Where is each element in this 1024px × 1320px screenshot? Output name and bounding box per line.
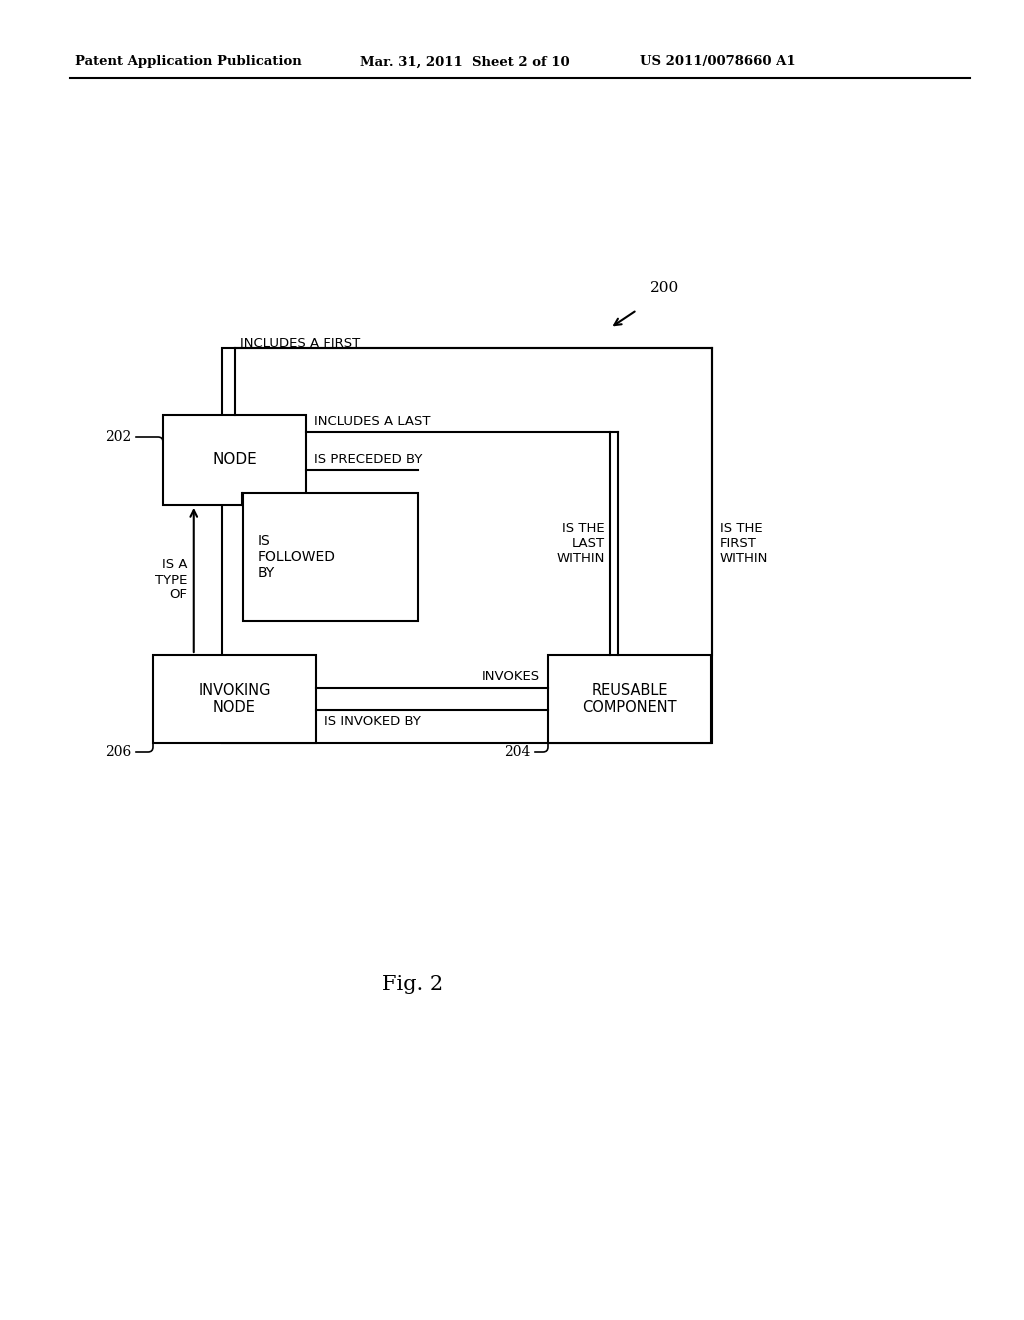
- Text: REUSABLE
COMPONENT: REUSABLE COMPONENT: [583, 682, 677, 715]
- Text: 200: 200: [650, 281, 679, 294]
- Text: US 2011/0078660 A1: US 2011/0078660 A1: [640, 55, 796, 69]
- Text: IS A
TYPE
OF: IS A TYPE OF: [156, 558, 187, 602]
- Bar: [548, 655, 711, 743]
- Text: IS THE
FIRST
WITHIN: IS THE FIRST WITHIN: [720, 521, 768, 565]
- Bar: [222, 348, 712, 743]
- Bar: [153, 655, 316, 743]
- Text: 202: 202: [105, 430, 131, 444]
- Text: Mar. 31, 2011  Sheet 2 of 10: Mar. 31, 2011 Sheet 2 of 10: [360, 55, 569, 69]
- Text: IS
FOLLOWED
BY: IS FOLLOWED BY: [258, 533, 336, 581]
- Text: IS INVOKED BY: IS INVOKED BY: [324, 714, 421, 727]
- Text: 204: 204: [504, 744, 530, 759]
- Text: INCLUDES A FIRST: INCLUDES A FIRST: [240, 337, 360, 350]
- Text: INCLUDES A LAST: INCLUDES A LAST: [314, 414, 430, 428]
- Bar: [243, 492, 418, 620]
- Text: INVOKES: INVOKES: [482, 671, 540, 684]
- Text: 206: 206: [105, 744, 131, 759]
- Text: INVOKING
NODE: INVOKING NODE: [199, 682, 270, 715]
- Text: Fig. 2: Fig. 2: [382, 975, 443, 994]
- Text: NODE: NODE: [212, 453, 257, 467]
- Bar: [163, 414, 306, 506]
- Text: IS THE
LAST
WITHIN: IS THE LAST WITHIN: [557, 521, 605, 565]
- Text: IS PRECEDED BY: IS PRECEDED BY: [314, 453, 422, 466]
- Text: Patent Application Publication: Patent Application Publication: [75, 55, 302, 69]
